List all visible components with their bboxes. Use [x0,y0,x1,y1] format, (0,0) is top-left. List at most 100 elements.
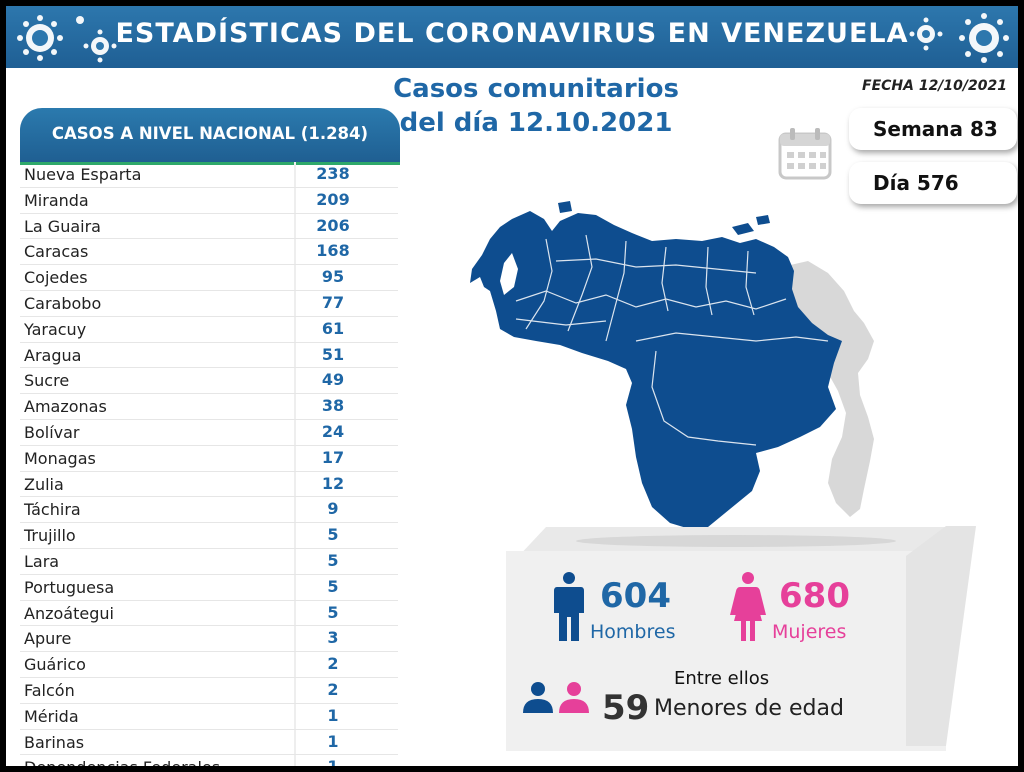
page-title: Casos comunitarios del día 12.10.2021 [386,72,686,140]
column-divider [294,729,296,755]
column-divider [294,316,296,342]
minors-label: Menores de edad [654,696,844,721]
column-divider [294,548,296,574]
table-row: Monagas 17 [20,445,398,472]
state-cases: 51 [321,344,345,364]
table-row: Guárico 2 [20,652,398,678]
state-cases: 61 [321,318,345,338]
column-divider [294,187,296,213]
column-divider [294,368,296,394]
column-divider [294,574,296,600]
state-name: Sucre [24,371,70,391]
venezuela-shape [470,211,842,529]
state-cases: 5 [327,602,339,622]
minors-count: 59 [602,688,650,728]
state-cases: 2 [327,654,339,674]
table-row: Falcón 2 [20,677,398,704]
table-row: Miranda 209 [20,187,398,214]
column-divider [294,419,296,445]
day-badge: Día 576 [849,162,1017,204]
state-name: Miranda [24,190,89,210]
table-row: Aragua 51 [20,342,398,369]
table-row: Portuguesa 5 [20,574,398,601]
header-title: ESTADÍSTICAS DEL CORONAVIRUS EN VENEZUEL… [115,18,909,49]
header-banner: ESTADÍSTICAS DEL CORONAVIRUS EN VENEZUEL… [6,6,1018,68]
state-cases: 24 [321,421,345,441]
table-row: Barinas 1 [20,729,398,756]
column-divider [294,239,296,265]
table-row: Amazonas 38 [20,394,398,420]
state-cases: 5 [327,576,339,596]
state-name: Carabobo [24,293,102,313]
national-cases-label: CASOS A NIVEL NACIONAL (1.284) [51,124,369,143]
state-name: Cojedes [24,268,88,288]
state-name: Falcón [24,680,75,700]
column-divider [294,290,296,316]
state-cases: 5 [327,550,339,570]
state-cases: 3 [327,628,339,648]
states-table: Nueva Esparta 238 Miranda 209 La Guaira 206 Ca… [20,162,398,766]
table-row: Sucre 49 [20,368,398,395]
column-divider [294,626,296,652]
state-cases: 1 [327,731,339,751]
state-name: Aragua [24,345,82,365]
state-name: Mérida [24,706,79,726]
table-row: Apure 3 [20,626,398,653]
state-name: Guárico [24,655,86,675]
state-name: Táchira [24,500,81,520]
table-row: Yaracuy 61 [20,316,398,343]
state-name: Amazonas [24,397,107,417]
infographic: ESTADÍSTICAS DEL CORONAVIRUS EN VENEZUEL… [6,6,1018,766]
table-row: Cojedes 95 [20,265,398,291]
national-cases-tab: CASOS A NIVEL NACIONAL (1.284) [20,108,400,162]
state-cases: 49 [321,370,345,390]
title-line-2: del día 12.10.2021 [399,108,673,138]
table-row: Trujillo 5 [20,523,398,549]
state-name: Bolívar [24,422,80,442]
column-divider [294,652,296,677]
men-label: Hombres [590,621,676,643]
state-name: La Guaira [24,216,101,236]
state-name: Dependencias Federales [24,758,220,766]
table-row: Carabobo 77 [20,290,398,317]
table-row: Bolívar 24 [20,419,398,446]
column-divider [294,162,296,187]
column-divider [294,497,296,523]
child-icon [523,682,589,713]
state-name: Anzoátegui [24,603,114,623]
state-cases: 168 [316,241,350,261]
column-divider [294,523,296,548]
title-line-1: Casos comunitarios [393,74,679,104]
state-cases: 2 [327,679,339,699]
table-row: Nueva Esparta 238 [20,162,398,188]
state-cases: 77 [321,292,345,312]
men-count: 604 [600,576,671,616]
column-divider [294,677,296,703]
woman-icon [730,572,766,641]
man-icon [554,572,584,641]
state-cases: 238 [316,164,350,183]
virus-icon [909,13,1009,63]
column-divider [294,471,296,497]
table-row: Dependencias Federales 1 [20,755,398,766]
week-badge: Semana 83 [849,108,1017,150]
state-cases: 5 [327,525,339,545]
table-row: Anzoátegui 5 [20,600,398,627]
state-name: Portuguesa [24,577,115,597]
state-cases: 17 [321,447,345,467]
column-divider [294,394,296,419]
table-row: Zulia 12 [20,471,398,498]
state-name: Trujillo [24,526,76,546]
column-divider [294,755,296,766]
column-divider [294,213,296,239]
state-name: Caracas [24,242,89,262]
venezuela-map [470,201,874,529]
virus-icon [17,15,117,63]
table-row: Táchira 9 [20,497,398,524]
state-cases: 1 [298,757,368,766]
state-cases: 1 [327,705,339,725]
state-cases: 209 [316,189,350,209]
podium-side [906,526,976,746]
report-date: FECHA 12/10/2021 [862,78,1007,94]
demographics-panel [506,551,946,751]
